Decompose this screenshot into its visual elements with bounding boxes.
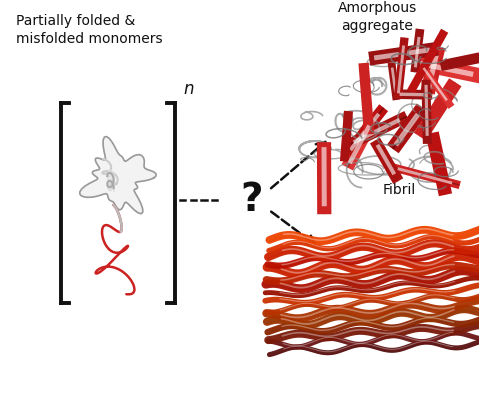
Text: ?: ? [240,181,263,219]
Text: n: n [183,81,194,98]
Text: Partially folded &
misfolded monomers: Partially folded & misfolded monomers [16,14,162,46]
Polygon shape [80,137,156,214]
Text: Fibril: Fibril [383,183,416,197]
Text: Amorphous
aggregate: Amorphous aggregate [338,1,417,33]
